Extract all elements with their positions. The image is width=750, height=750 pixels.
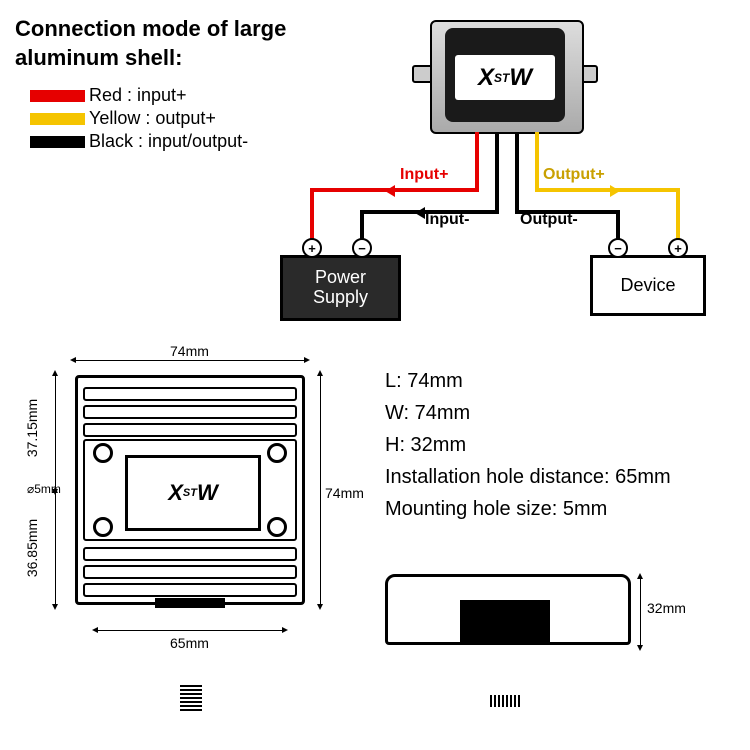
fin xyxy=(83,583,297,597)
dim-32-text: 32mm xyxy=(647,600,686,616)
title-line-2: aluminum shell: xyxy=(15,45,182,70)
label-output-minus: Output- xyxy=(520,211,578,229)
mount-hole xyxy=(267,517,287,537)
top-view: XSTW xyxy=(75,375,305,605)
wire-yellow-arrow xyxy=(610,185,620,197)
wire-yellow-h xyxy=(535,188,680,192)
dim-side-74 xyxy=(320,375,321,605)
label-output-plus: Output+ xyxy=(543,166,605,184)
side-view-top xyxy=(460,600,550,645)
spec-w: W: 74mm xyxy=(385,397,671,429)
mount-hole xyxy=(93,517,113,537)
title-line-1: Connection mode of large xyxy=(15,16,286,41)
legend-black: Black : input/output- xyxy=(30,131,248,152)
wiring-diagram: XSTW Input+ Input- Output- Output+ Power… xyxy=(280,10,720,320)
cable-port xyxy=(155,598,225,608)
spec-hole-size: Mounting hole size: 5mm xyxy=(385,493,671,525)
dim-top-74 xyxy=(75,360,305,361)
red-swatch xyxy=(30,90,85,102)
power-plus-terminal: + xyxy=(302,238,322,258)
legend-red: Red : input+ xyxy=(30,85,248,106)
side-view xyxy=(385,555,625,645)
black-swatch xyxy=(30,136,85,148)
dim-37 xyxy=(55,375,56,490)
device-plus-terminal: + xyxy=(668,238,688,258)
converter-device: XSTW xyxy=(430,10,580,140)
legend-red-label: Red : input+ xyxy=(89,85,187,106)
dim-37-text: 37.15mm xyxy=(24,399,40,457)
device-box: Device xyxy=(590,255,706,316)
dim-36-text: 36.85mm xyxy=(24,519,40,577)
mount-hole xyxy=(93,443,113,463)
spec-h: H: 32mm xyxy=(385,429,671,461)
spec-hole-dist: Installation hole distance: 65mm xyxy=(385,461,671,493)
footer-icon xyxy=(490,695,520,707)
dim-top-74-text: 74mm xyxy=(170,343,209,359)
legend-yellow: Yellow : output+ xyxy=(30,108,248,129)
wire-yellow-down2 xyxy=(676,188,680,243)
wire-black1-down xyxy=(495,132,499,214)
wire-red-arrow xyxy=(385,185,395,197)
top-view-logo: XSTW xyxy=(125,455,261,531)
wire-black1-arrow xyxy=(415,207,425,219)
legend-black-label: Black : input/output- xyxy=(89,131,248,152)
wire-red-down2 xyxy=(310,188,314,243)
footer-icon xyxy=(180,685,202,711)
dim-36 xyxy=(55,492,56,605)
dim-32 xyxy=(640,578,641,646)
spec-l: L: 74mm xyxy=(385,365,671,397)
color-legend: Red : input+ Yellow : output+ Black : in… xyxy=(30,85,248,154)
dim-bottom-65-text: 65mm xyxy=(170,635,209,651)
wire-red-down xyxy=(475,132,479,192)
fin xyxy=(83,547,297,561)
power-supply-box: PowerSupply xyxy=(280,255,401,321)
dim-hole5-text: ⌀5mm xyxy=(27,482,61,496)
yellow-swatch xyxy=(30,113,85,125)
device-minus-terminal: − xyxy=(608,238,628,258)
converter-logo: XSTW xyxy=(455,55,555,100)
fin xyxy=(83,565,297,579)
label-input-plus: Input+ xyxy=(400,166,448,184)
fin xyxy=(83,423,297,437)
legend-yellow-label: Yellow : output+ xyxy=(89,108,216,129)
label-input-minus: Input- xyxy=(425,211,469,229)
dim-bottom-65 xyxy=(97,630,283,631)
fin xyxy=(83,387,297,401)
spec-list: L: 74mm W: 74mm H: 32mm Installation hol… xyxy=(385,365,671,525)
mount-hole xyxy=(267,443,287,463)
wire-yellow-down xyxy=(535,132,539,192)
power-minus-terminal: − xyxy=(352,238,372,258)
wire-black2-down xyxy=(515,132,519,214)
fin xyxy=(83,405,297,419)
dim-side-74-text: 74mm xyxy=(325,485,364,501)
